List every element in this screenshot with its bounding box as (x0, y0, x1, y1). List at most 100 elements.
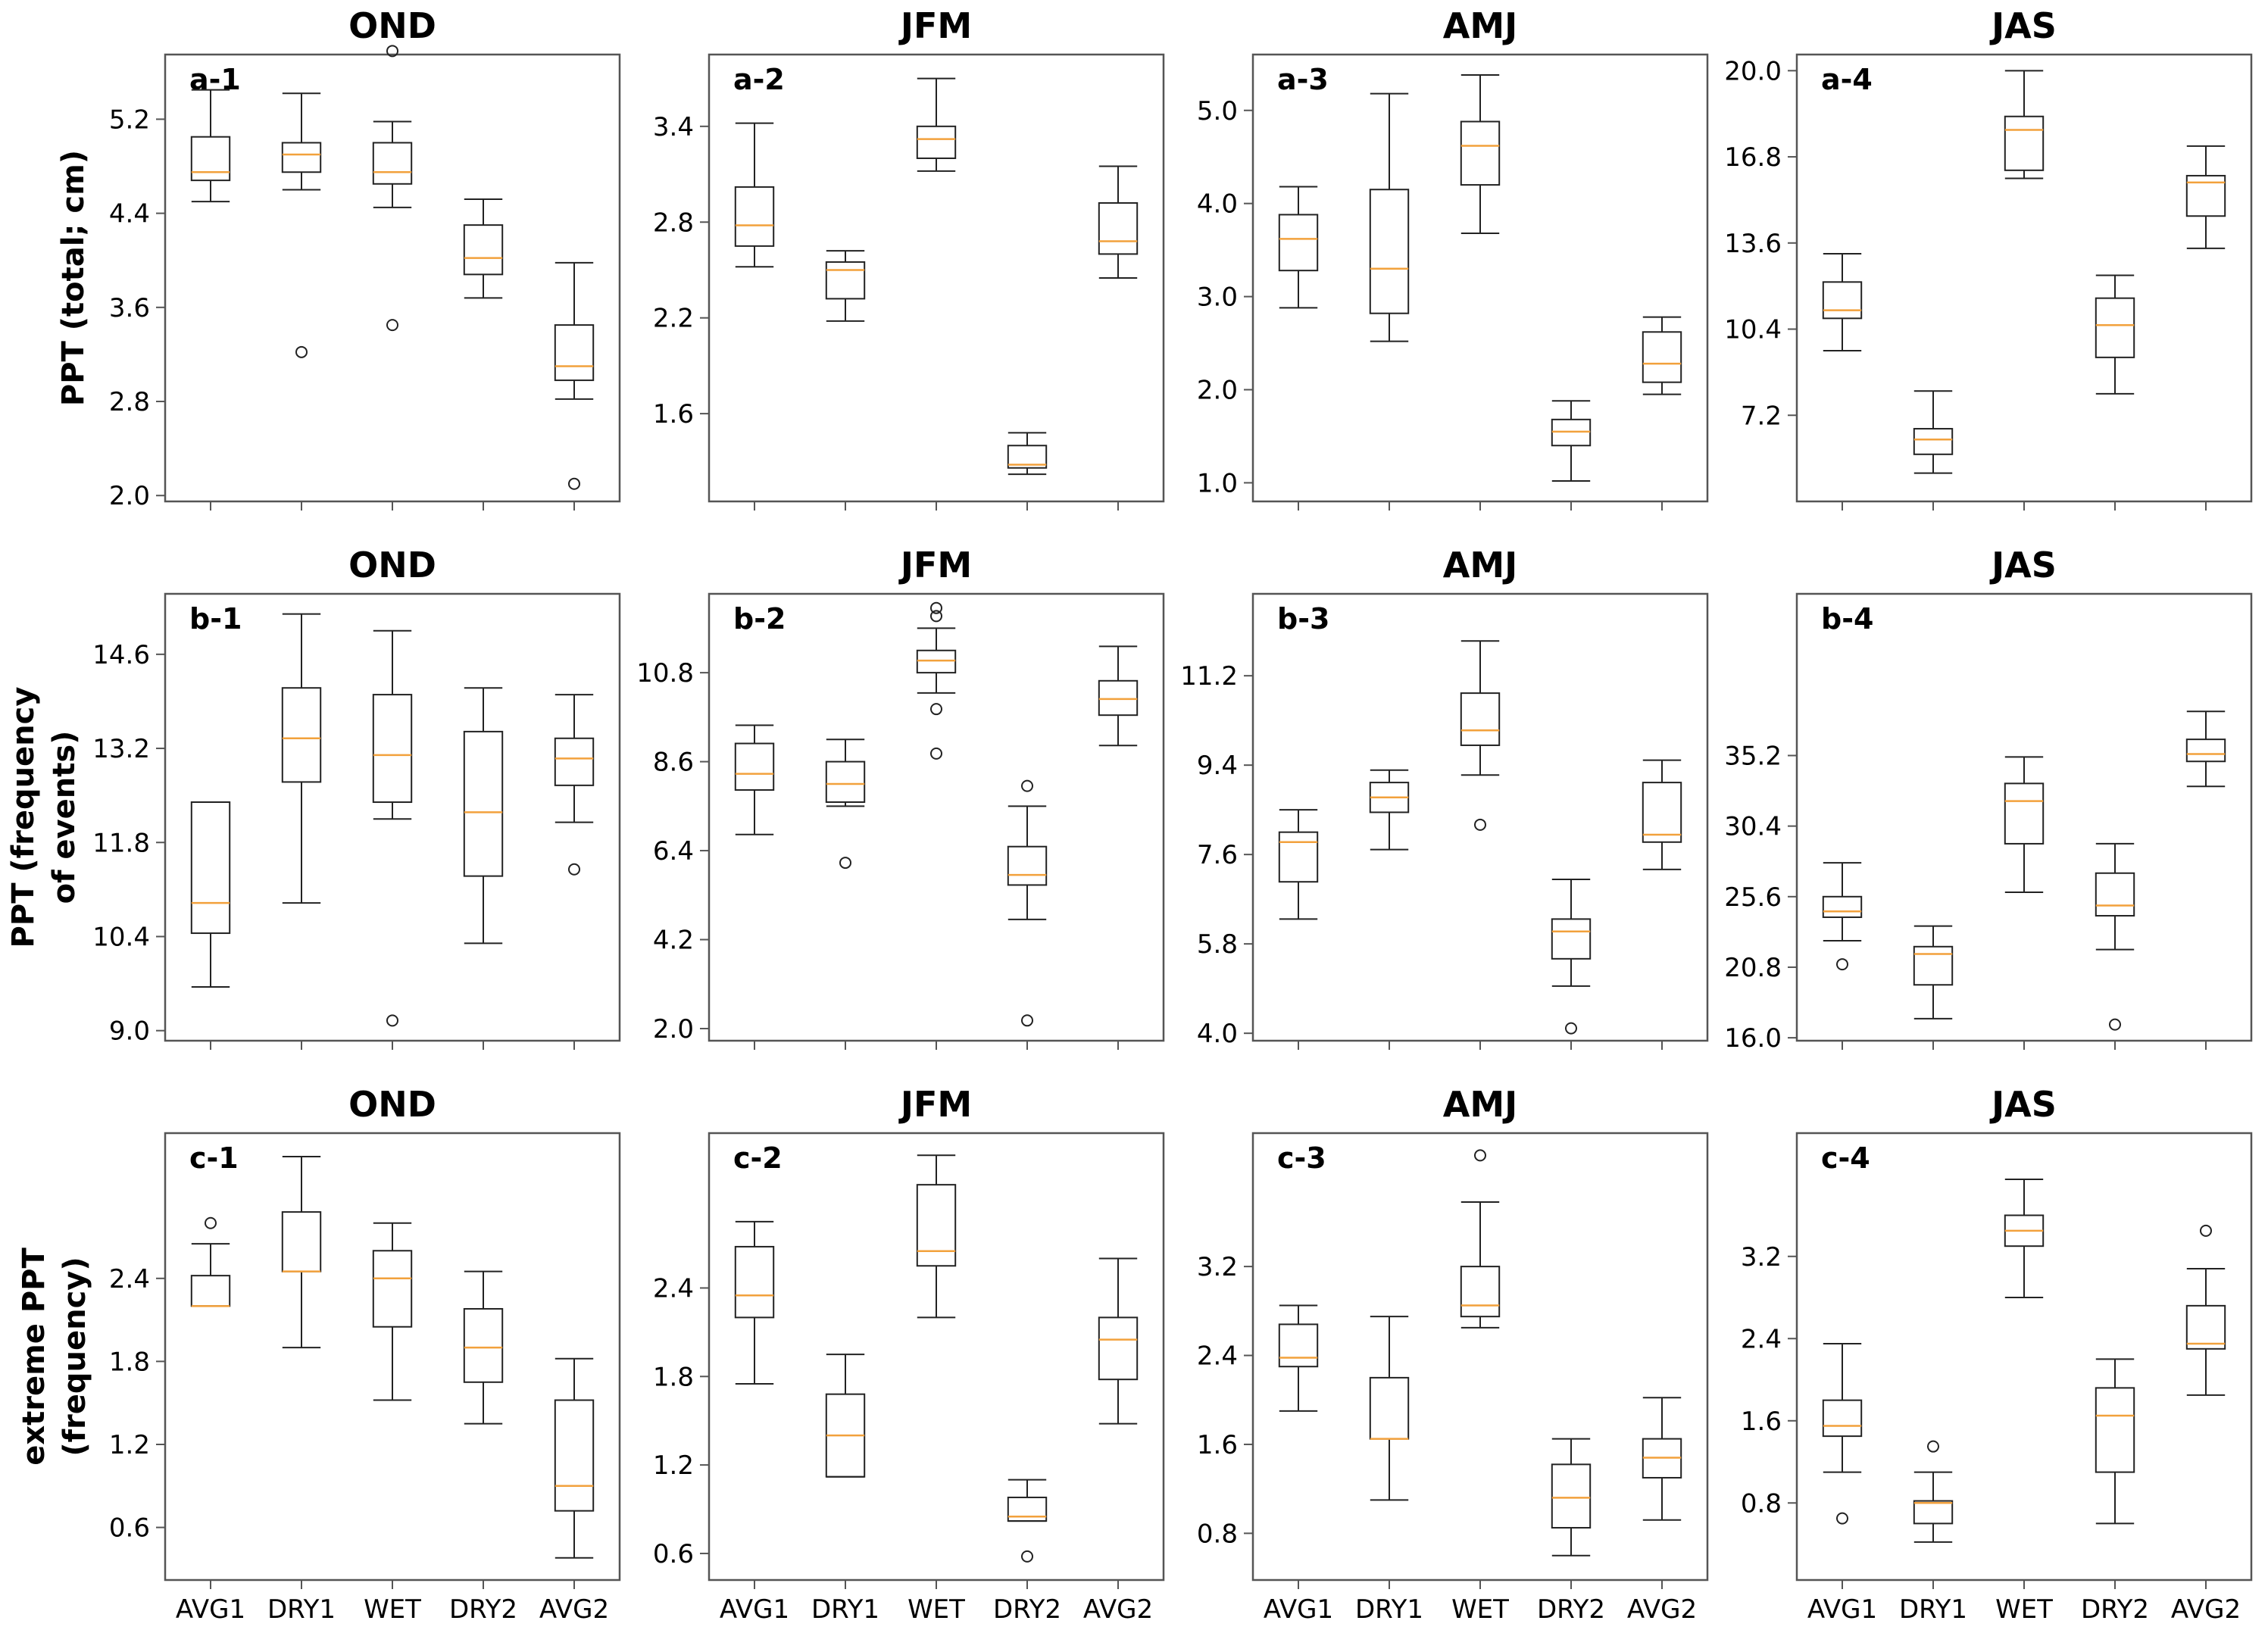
y-tick-label: 2.4 (1741, 1324, 1782, 1354)
outlier-point (1021, 1550, 1033, 1563)
y-tick-label: 1.2 (109, 1430, 150, 1460)
y-tick-label: 5.2 (109, 105, 150, 135)
box-iqr (1278, 831, 1319, 883)
x-tick-label: DRY1 (1355, 1594, 1423, 1625)
outlier-point (1021, 1014, 1033, 1027)
panel-label: a-4 (1821, 63, 1873, 96)
box-iqr (1278, 214, 1319, 272)
y-tick-label: 0.8 (1197, 1519, 1238, 1549)
box-iqr (734, 742, 775, 791)
panel-label: c-4 (1821, 1141, 1870, 1175)
y-tick-label: 1.6 (1197, 1430, 1238, 1460)
box-iqr (1822, 1399, 1863, 1438)
chart-title: JAS (1989, 545, 2057, 585)
box-iqr (825, 760, 866, 803)
outlier-point (1021, 779, 1033, 792)
y-tick-label: 20.0 (1724, 56, 1782, 86)
y-tick-label: 20.8 (1724, 953, 1782, 983)
x-tick-label: AVG1 (720, 1594, 789, 1625)
x-tick-label: WET (1451, 1594, 1509, 1625)
box-iqr (1913, 945, 1954, 986)
plot-frame (1795, 592, 2253, 1042)
box-iqr (1278, 1323, 1319, 1368)
plot-frame (708, 1132, 1165, 1582)
chart-title: JFM (898, 545, 972, 585)
box-iqr (1913, 1500, 1954, 1525)
y-tick-label: 16.0 (1724, 1023, 1782, 1054)
x-tick-label: WET (908, 1594, 965, 1625)
y-tick-label: 35.2 (1724, 741, 1782, 771)
box-iqr (2185, 174, 2226, 217)
chart-title: OND (348, 545, 436, 585)
y-tick-label: 4.4 (109, 199, 150, 230)
box-iqr (281, 142, 322, 173)
box-iqr (1369, 189, 1410, 314)
box-iqr (2185, 738, 2226, 763)
box-iqr (2095, 1387, 2135, 1473)
outlier-point (930, 703, 942, 716)
y-tick-label: 4.2 (653, 926, 694, 956)
box-iqr (372, 1250, 413, 1328)
outlier-point (1836, 958, 1848, 971)
y-tick-label: 5.0 (1197, 96, 1238, 126)
box-iqr (1551, 1463, 1592, 1529)
y-tick-label: 9.0 (109, 1016, 150, 1047)
panel-label: c-3 (1277, 1141, 1326, 1175)
y-tick-label: 8.6 (653, 748, 694, 778)
y-tick-label: 2.4 (1197, 1341, 1238, 1372)
y-axis-label: (frequency) (58, 1257, 92, 1456)
y-tick-label: 13.6 (1724, 229, 1782, 259)
y-tick-label: 1.8 (109, 1347, 150, 1377)
x-tick-label: DRY2 (2081, 1594, 2149, 1625)
panel-label: b-4 (1821, 602, 1873, 635)
y-tick-label: 2.8 (653, 208, 694, 238)
box-iqr (734, 1245, 775, 1319)
box-iqr (1460, 1266, 1501, 1318)
x-tick-label: AVG2 (1627, 1594, 1697, 1625)
chart-title: AMJ (1443, 1084, 1518, 1125)
box-iqr (281, 1211, 322, 1272)
y-tick-label: 3.2 (1741, 1242, 1782, 1272)
y-tick-label: 3.4 (653, 112, 694, 142)
outlier-point (386, 1014, 398, 1027)
y-axis-label: PPT (total; cm) (56, 150, 91, 406)
panel-label: c-1 (189, 1141, 239, 1175)
y-tick-label: 7.2 (1741, 401, 1782, 431)
outlier-point (568, 863, 580, 876)
panel-label: a-1 (189, 63, 241, 96)
outlier-point (930, 610, 942, 623)
y-tick-label: 13.2 (92, 734, 150, 764)
box-iqr (1642, 331, 1682, 383)
box-iqr (281, 687, 322, 783)
box-iqr (916, 125, 957, 159)
y-tick-label: 30.4 (1724, 812, 1782, 842)
outlier-point (568, 477, 580, 490)
box-iqr (1098, 679, 1139, 717)
box-iqr (190, 801, 231, 935)
y-tick-label: 1.2 (653, 1450, 694, 1481)
y-tick-label: 2.8 (109, 387, 150, 417)
y-tick-label: 4.0 (1197, 1019, 1238, 1049)
y-tick-label: 1.6 (653, 399, 694, 429)
box-iqr (1007, 1496, 1048, 1522)
x-tick-label: DRY2 (449, 1594, 517, 1625)
box-iqr (1460, 120, 1501, 186)
y-tick-label: 2.4 (109, 1264, 150, 1294)
chart-title: JFM (898, 1084, 972, 1125)
x-tick-label: AVG2 (1083, 1594, 1153, 1625)
box-iqr (1460, 692, 1501, 746)
outlier-point (1474, 1149, 1486, 1162)
box-iqr (1098, 201, 1139, 255)
y-tick-label: 3.0 (1197, 283, 1238, 313)
outlier-point (2200, 1224, 2212, 1237)
y-tick-label: 7.6 (1197, 840, 1238, 870)
box-iqr (554, 324, 595, 382)
outlier-point (930, 601, 942, 614)
outlier-point (386, 45, 398, 58)
box-iqr (463, 730, 504, 877)
panel-label: a-3 (1277, 63, 1329, 96)
y-tick-label: 11.2 (1180, 661, 1238, 692)
y-tick-label: 5.8 (1197, 929, 1238, 960)
y-tick-label: 0.6 (653, 1539, 694, 1569)
box-iqr (463, 1307, 504, 1383)
